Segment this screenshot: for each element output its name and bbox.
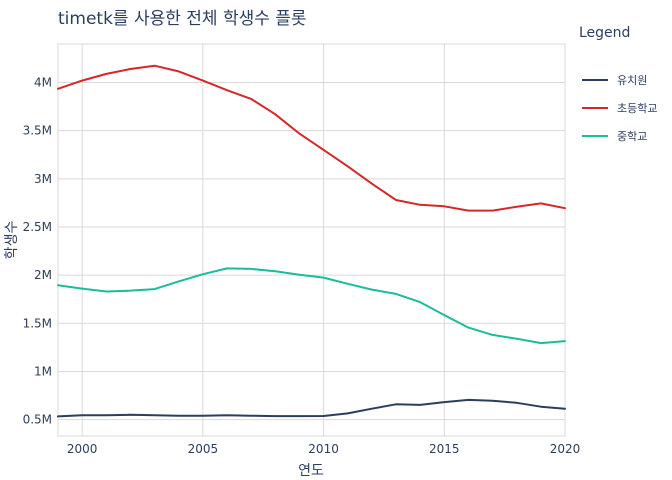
y-axis-title: 학생수: [4, 221, 20, 260]
series-line: [57, 64, 566, 212]
legend-label: 유치원: [617, 74, 647, 87]
plot-area: [57, 43, 566, 437]
y-tick-label: 0.5M: [23, 413, 52, 427]
y-axis-ticks: 0.5M 1M 1.5M 2M 2.5M 3M 3.5M 4M: [23, 76, 52, 427]
legend-title: Legend: [579, 25, 630, 41]
y-tick-label: 2.5M: [23, 220, 52, 234]
grid: [58, 44, 566, 436]
legend-item[interactable]: 중학교: [582, 130, 647, 143]
series-line: [57, 267, 566, 345]
x-axis-ticks: 2000 2005 2010 2015 2020: [67, 442, 580, 456]
legend-item[interactable]: 유치원: [582, 74, 647, 87]
legend-item[interactable]: 초등학교: [582, 102, 657, 115]
legend-label: 중학교: [617, 130, 647, 143]
y-tick-label: 1M: [34, 364, 52, 378]
legend-label: 초등학교: [617, 102, 657, 115]
x-tick-label: 2010: [308, 442, 339, 456]
y-tick-label: 2M: [34, 268, 52, 282]
chart-title: timetk를 사용한 전체 학생수 플롯: [58, 9, 307, 29]
x-axis-title: 연도: [298, 463, 324, 479]
x-tick-label: 2005: [188, 442, 219, 456]
x-tick-label: 2015: [429, 442, 460, 456]
y-tick-label: 3.5M: [23, 124, 52, 138]
y-tick-label: 3M: [34, 172, 52, 186]
x-tick-label: 2020: [550, 442, 581, 456]
y-tick-label: 4M: [34, 76, 52, 90]
series-line: [57, 398, 566, 418]
series-lines: [57, 64, 566, 418]
y-tick-label: 1.5M: [23, 316, 52, 330]
x-tick-label: 2000: [67, 442, 98, 456]
